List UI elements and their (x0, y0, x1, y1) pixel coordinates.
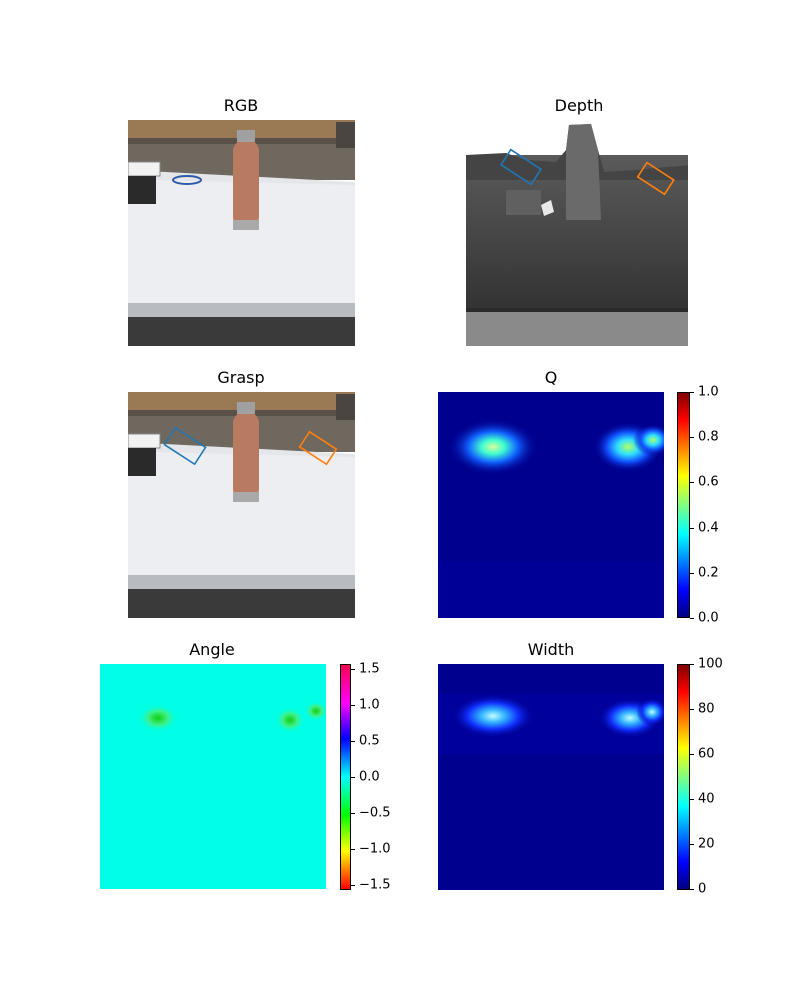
angle-tick-label: −1.5 (359, 877, 391, 893)
q-tick-label: 1.0 (698, 384, 719, 400)
q-tick-label: 0.6 (698, 474, 719, 490)
angle-title: Angle (189, 640, 235, 659)
depth-title: Depth (554, 96, 604, 115)
angle-tick-label: 1.5 (359, 661, 380, 677)
grasp-rect-1 (163, 426, 207, 466)
q-tick-label: 0.2 (698, 565, 719, 581)
rgb-image (128, 120, 355, 346)
q-tick-label: 0.0 (698, 610, 719, 626)
q-colorbar (677, 392, 690, 618)
width-tick-label: 40 (698, 791, 715, 807)
q-tick-label: 0.8 (698, 429, 719, 445)
grasp-title: Grasp (217, 368, 265, 387)
width-tick-label: 0 (698, 881, 707, 897)
width-tick-label: 80 (698, 701, 715, 717)
width-title: Width (527, 640, 575, 659)
width-heatmap (438, 664, 664, 890)
angle-tick-label: 1.0 (359, 697, 380, 713)
rgb-title: RGB (223, 96, 259, 115)
grasp-rect-2 (636, 161, 675, 196)
depth-image (466, 120, 693, 346)
width-tick-label: 100 (698, 656, 723, 672)
q-heatmap (438, 392, 664, 618)
angle-tick-label: −1.0 (359, 841, 391, 857)
angle-tick-label: 0.5 (359, 733, 380, 749)
grasp-rect-1 (499, 148, 543, 186)
grasp-rect-2 (298, 430, 338, 466)
angle-colorbar (340, 664, 351, 890)
q-title: Q (544, 368, 558, 387)
grasp-image (128, 392, 355, 618)
angle-heatmap (100, 664, 326, 889)
width-colorbar (677, 664, 690, 890)
q-tick-label: 0.4 (698, 520, 719, 536)
width-tick-label: 60 (698, 746, 715, 762)
width-tick-label: 20 (698, 836, 715, 852)
angle-tick-label: 0.0 (359, 769, 380, 785)
angle-tick-label: −0.5 (359, 805, 391, 821)
